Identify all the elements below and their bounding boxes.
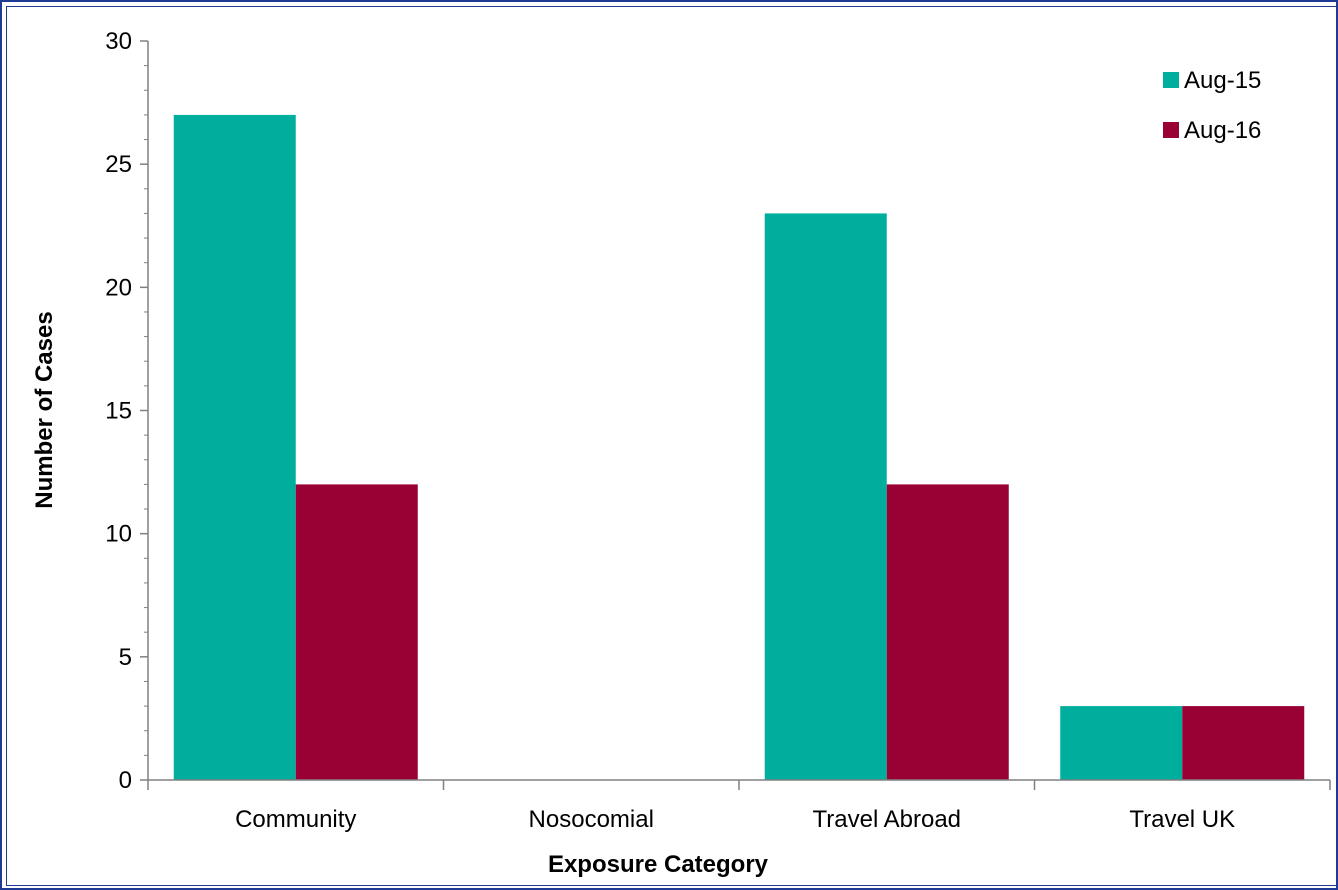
y-tick-label: 20 (105, 274, 132, 301)
legend-swatch (1163, 72, 1179, 88)
y-tick-label: 30 (105, 28, 132, 55)
axes-group: 0 5 10 15 20 25 30 Community Nosocomial Travel Ab… (105, 28, 1331, 833)
y-tick-label: 15 (105, 398, 132, 425)
bar-aug-15-travel-uk (1060, 706, 1183, 780)
x-tick-label: Travel Abroad (812, 806, 961, 833)
y-tick-label: 25 (105, 151, 132, 178)
x-tick-label: Travel UK (1129, 806, 1235, 833)
bar-aug-15-community (173, 114, 296, 780)
x-tick-label: Nosocomial (529, 806, 654, 833)
bar-aug-16-travel-uk (1182, 706, 1305, 780)
x-axis-title: Exposure Category (548, 851, 769, 878)
legend-label: Aug-15 (1184, 67, 1261, 94)
x-tick-label: Community (235, 806, 356, 833)
chart-frame-inner (6, 6, 1337, 886)
bar-aug-15-travel-abroad (764, 213, 887, 780)
y-axis-title: Number of Cases (31, 311, 58, 508)
bars-group (173, 114, 1305, 780)
bar-aug-16-community (295, 484, 418, 780)
legend-label: Aug-16 (1184, 117, 1261, 144)
legend: Aug-15 Aug-16 (1163, 67, 1261, 144)
y-tick-label: 0 (119, 767, 132, 794)
y-tick-label: 10 (105, 521, 132, 548)
legend-swatch (1163, 122, 1179, 138)
y-tick-label: 5 (119, 644, 132, 671)
bar-aug-16-travel-abroad (886, 484, 1009, 780)
